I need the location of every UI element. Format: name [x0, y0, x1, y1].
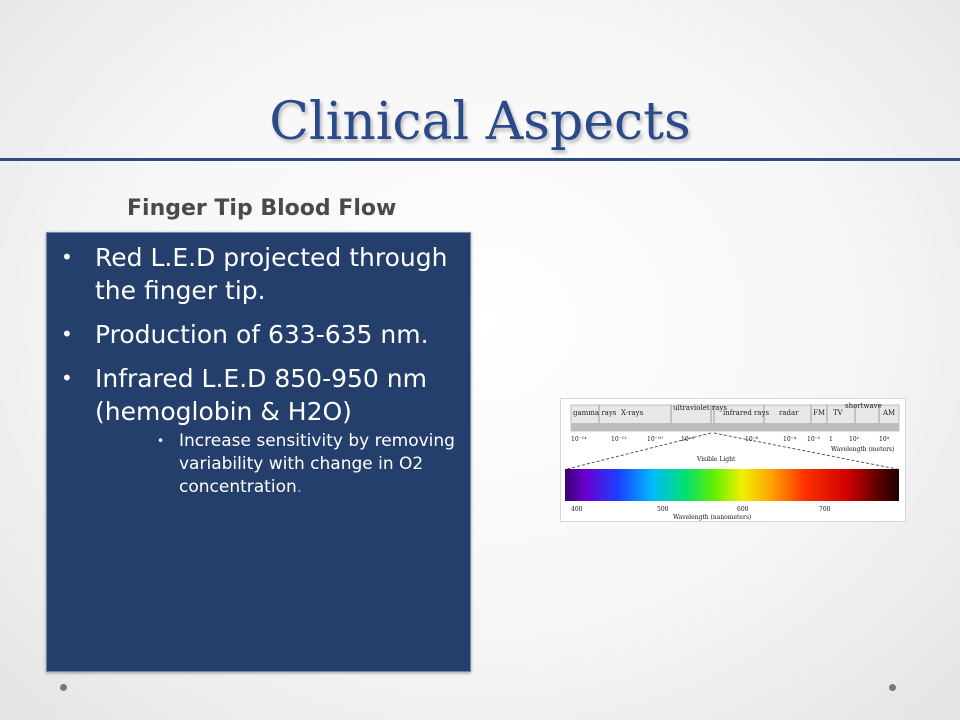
band-label: ultraviolet rays — [673, 404, 727, 412]
bullet-list: • Red L.E.D projected through the finger… — [47, 241, 470, 510]
bullet-item: • Infrared L.E.D 850-950 nm (hemoglobin … — [47, 362, 470, 499]
scale-tick: 10⁻¹⁴ — [571, 436, 587, 443]
scale-tick: 10⁻¹⁰ — [647, 436, 663, 443]
scale-tick: 1 — [829, 436, 833, 443]
slide-subtitle: Finger Tip Blood Flow — [127, 196, 397, 221]
scale-tick: 10⁻¹² — [611, 436, 627, 443]
visible-light-label: Visible Light — [696, 456, 736, 463]
band-label: FM — [813, 409, 825, 417]
em-spectrum-svg: gamma rays X-rays ultraviolet rays infra… — [565, 402, 900, 521]
sub-bullet-text: Increase sensitivity by removing variabi… — [179, 431, 455, 497]
scale-strip — [571, 423, 899, 431]
nm-tick: 500 — [657, 506, 669, 513]
band-label: infrared rays — [723, 409, 770, 417]
sub-bullet-icon: • — [157, 434, 165, 448]
nm-tick: 600 — [737, 506, 749, 513]
scale-axis-label: Wavelength (meters) — [831, 446, 894, 453]
bullet-text: Red L.E.D projected through the finger t… — [95, 243, 448, 305]
bullet-item: • Production of 633-635 nm. — [47, 318, 470, 351]
em-spectrum-figure: gamma rays X-rays ultraviolet rays infra… — [560, 398, 906, 522]
sub-bullet-item: • Increase sensitivity by removing varia… — [95, 430, 458, 499]
scale-tick: 10⁻⁶ — [745, 436, 759, 443]
scale-tick: 10⁻⁸ — [681, 436, 695, 443]
scale-tick: 10² — [849, 436, 860, 443]
bullet-item: • Red L.E.D projected through the finger… — [47, 241, 470, 307]
band-label: gamma rays — [573, 409, 617, 417]
content-box: • Red L.E.D projected through the finger… — [46, 232, 471, 672]
sub-bullet-trailing-period: . — [296, 477, 303, 497]
corner-dot-left — [60, 684, 67, 691]
band-label: X-rays — [621, 409, 644, 417]
bullet-text: Infrared L.E.D 850-950 nm (hemoglobin & … — [95, 364, 427, 426]
band-label: radar — [779, 409, 799, 417]
scale-tick: 10⁻² — [807, 436, 821, 443]
scale-tick-labels: 10⁻¹⁴ 10⁻¹² 10⁻¹⁰ 10⁻⁸ 10⁻⁶ 10⁻⁴ 10⁻² 1 … — [571, 436, 890, 443]
bullet-text: Production of 633-635 nm. — [95, 320, 429, 349]
bullet-icon: • — [61, 322, 73, 346]
band-labels: gamma rays X-rays ultraviolet rays infra… — [573, 402, 895, 417]
sub-bullet-list: • Increase sensitivity by removing varia… — [95, 430, 458, 499]
nm-tick-labels: 400 500 600 700 — [571, 506, 831, 513]
band-label: AM — [882, 409, 895, 417]
band-label: shortwave — [845, 402, 882, 410]
nm-tick: 400 — [571, 506, 583, 513]
bullet-icon: • — [61, 366, 73, 390]
scale-tick: 10⁻⁴ — [783, 436, 797, 443]
title-divider — [0, 158, 960, 161]
slide-title: Clinical Aspects — [269, 92, 691, 152]
band-label: TV — [833, 409, 844, 417]
zoom-lines — [566, 432, 898, 470]
nm-tick: 700 — [819, 506, 831, 513]
bullet-icon: • — [61, 245, 73, 269]
scale-tick: 10⁴ — [879, 436, 890, 443]
nm-axis-label: Wavelength (nanometers) — [673, 514, 751, 521]
corner-dot-right — [889, 684, 896, 691]
visible-spectrum-bar — [565, 469, 899, 501]
